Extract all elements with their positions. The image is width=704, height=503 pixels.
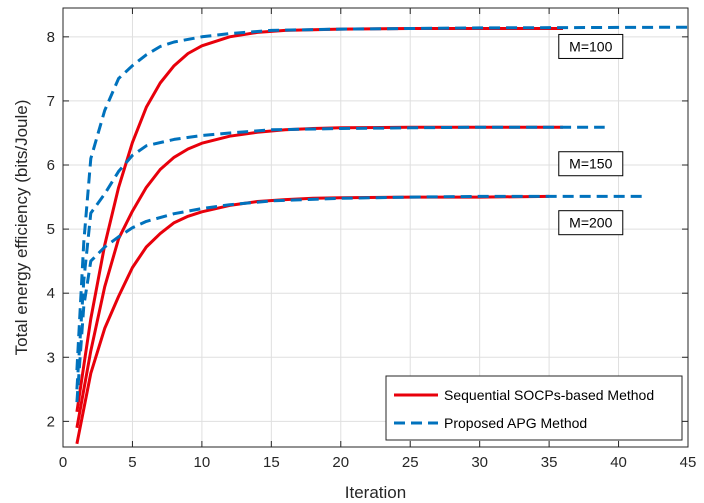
- annotation-box: [558, 33, 624, 59]
- y-tick-label: 5: [47, 221, 55, 238]
- annotation-box: [558, 210, 624, 236]
- x-tick-label: 25: [402, 454, 419, 471]
- x-tick-label: 40: [610, 454, 627, 471]
- annotations: M=100 M=150 M=200: [558, 33, 624, 236]
- legend: Sequential SOCPs-based Method Proposed AP…: [385, 375, 683, 441]
- series-line-m200-apg: [75, 194, 647, 403]
- annotation-box: [558, 151, 624, 177]
- y-tick-label: 2: [47, 413, 55, 430]
- x-tick-label: 5: [128, 454, 136, 471]
- y-tick-label: 8: [47, 29, 55, 46]
- series-line-m150-apg: [75, 125, 605, 390]
- x-axis-label: Iteration: [345, 483, 406, 502]
- grid: [63, 8, 688, 447]
- legend-label: Sequential SOCPs-based Method: [444, 387, 654, 403]
- series-line-m150-socp: [75, 125, 563, 429]
- x-tick-label: 0: [59, 454, 67, 471]
- y-tick-label: 4: [47, 285, 55, 302]
- series-line-m100-socp: [75, 27, 563, 413]
- x-tick-label: 20: [332, 454, 349, 471]
- legend-label: Proposed APG Method: [444, 415, 587, 431]
- axes-frame: [62, 7, 689, 448]
- annotation-label: M=200: [569, 215, 612, 231]
- y-tick-label: 3: [47, 349, 55, 366]
- series-line-m100-apg: [75, 25, 689, 371]
- y-tick-label: 6: [47, 157, 55, 174]
- annotation-label: M=150: [569, 156, 612, 172]
- legend-box: [385, 375, 683, 441]
- y-axis-label: Total energy efficiency (bits/Joule): [12, 100, 31, 356]
- x-tick-label: 10: [194, 454, 211, 471]
- x-tick-label: 30: [471, 454, 488, 471]
- x-tick-label: 35: [541, 454, 558, 471]
- x-tick-label: 45: [680, 454, 697, 471]
- x-tick-label: 15: [263, 454, 280, 471]
- annotation-label: M=100: [569, 38, 612, 54]
- y-tick-label: 7: [47, 93, 55, 110]
- series-layer: [75, 25, 689, 445]
